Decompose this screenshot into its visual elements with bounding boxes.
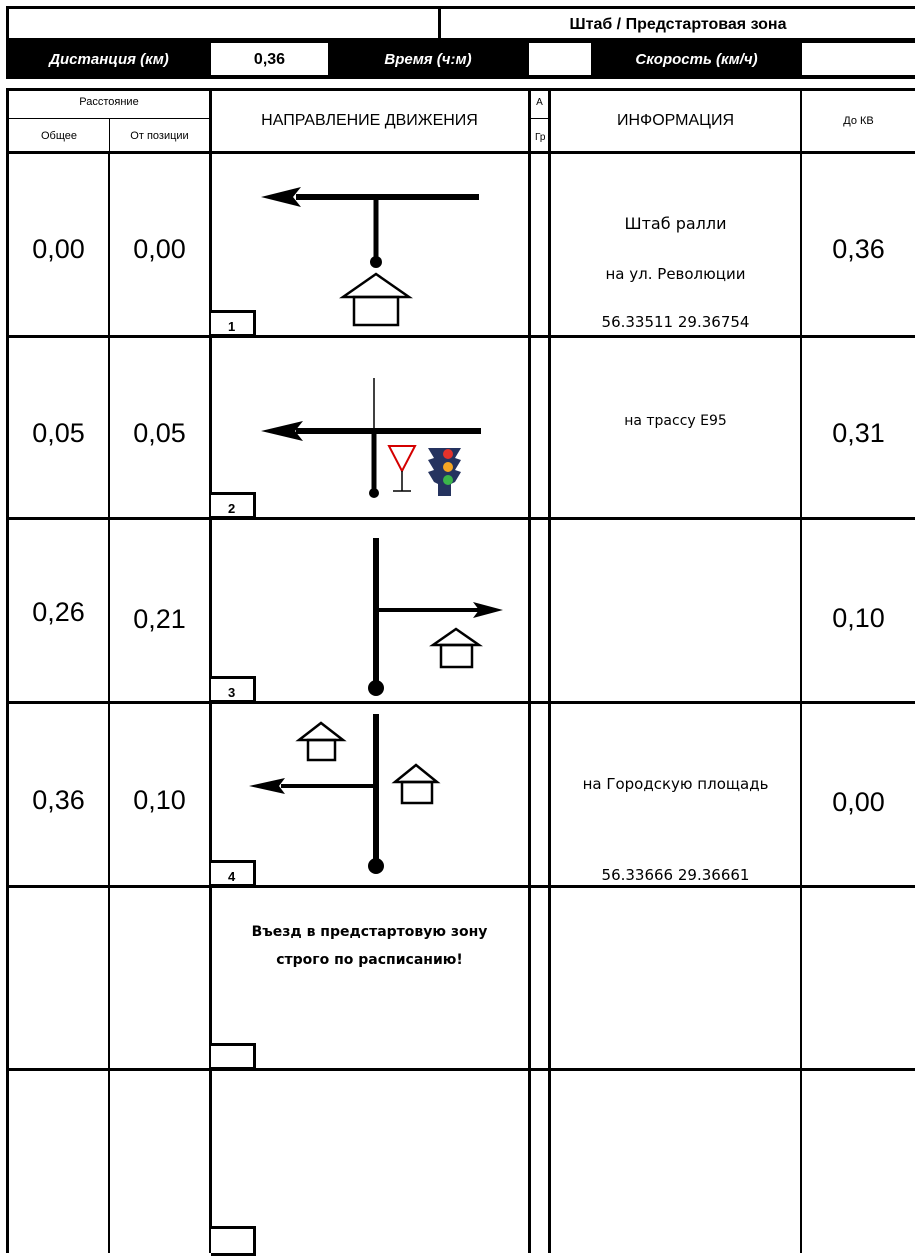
row1-to-kv: 0,36 bbox=[832, 234, 885, 264]
row5-number bbox=[211, 1043, 256, 1070]
row6-number bbox=[211, 1226, 256, 1256]
row2-info-line1: на трассу Е95 bbox=[624, 413, 727, 429]
total-column-header: Общее bbox=[40, 130, 78, 142]
col-divider-total bbox=[109, 118, 110, 154]
info-column-header: ИНФОРМАЦИЯ bbox=[616, 112, 735, 129]
traffic-light-icon bbox=[428, 448, 461, 496]
to-kv-column-header: До КВ bbox=[843, 115, 874, 127]
row4-number: 4 bbox=[211, 860, 256, 887]
frame-left bbox=[6, 88, 9, 1253]
speed-label: Скорость (км/ч) bbox=[635, 51, 758, 68]
row2-number: 2 bbox=[211, 492, 256, 519]
distance-label: Дистанция (км) bbox=[49, 51, 169, 68]
row1-from-position: 0,00 bbox=[133, 234, 186, 264]
row-border-2 bbox=[6, 517, 915, 520]
speed-value-box bbox=[802, 43, 915, 75]
distance-group-label: Расстояние bbox=[79, 96, 139, 108]
row-border-5 bbox=[6, 1068, 915, 1071]
row1-info-line3: 56.33511 29.36754 bbox=[601, 313, 750, 331]
gr-column-header: Гр bbox=[535, 132, 546, 143]
row3-number: 3 bbox=[211, 676, 256, 703]
col-divider-direction bbox=[209, 88, 212, 1253]
house-icon bbox=[429, 627, 483, 669]
frame-top bbox=[6, 6, 915, 9]
row4-to-kv: 0,00 bbox=[832, 787, 885, 817]
table-top-border bbox=[6, 88, 915, 91]
row1-total: 0,00 bbox=[32, 234, 85, 264]
row2-to-kv: 0,31 bbox=[832, 418, 885, 448]
page-title: Штаб / Предстартовая зона bbox=[569, 16, 787, 33]
row3-to-kv: 0,10 bbox=[832, 603, 885, 633]
title-divider bbox=[438, 6, 441, 38]
row1-route-diagram bbox=[261, 187, 479, 327]
row5-note-line2: строго по расписанию! bbox=[276, 952, 463, 968]
distance-value-box bbox=[211, 43, 328, 75]
row1-info-line2: на ул. Революции bbox=[605, 265, 746, 283]
row-border-4 bbox=[6, 885, 915, 888]
row2-total: 0,05 bbox=[32, 418, 85, 448]
row4-route-diagram bbox=[249, 714, 441, 874]
house-icon bbox=[391, 763, 441, 805]
row3-from-position: 0,21 bbox=[133, 604, 186, 634]
a-header-divider bbox=[531, 118, 548, 119]
distance-value: 0,36 bbox=[253, 51, 286, 68]
house-icon bbox=[339, 272, 413, 327]
from-position-column-header: От позиции bbox=[130, 130, 189, 142]
col-divider-kv bbox=[800, 88, 802, 1253]
row4-from-position: 0,10 bbox=[133, 785, 186, 815]
row1-info-line1: Штаб ралли bbox=[624, 214, 727, 233]
house-icon bbox=[295, 721, 347, 762]
frame-left-top bbox=[6, 6, 9, 38]
row5-note-line1: Въезд в предстартовую зону bbox=[251, 924, 488, 940]
row1-number: 1 bbox=[211, 310, 256, 337]
row2-from-position: 0,05 bbox=[133, 418, 186, 448]
a-column-header: А bbox=[536, 97, 543, 108]
row3-total: 0,26 bbox=[32, 597, 85, 627]
row-border-1 bbox=[6, 335, 915, 338]
row4-total: 0,36 bbox=[32, 785, 85, 815]
time-value-box bbox=[529, 43, 591, 75]
row4-info-line1: на Городскую площадь bbox=[582, 775, 769, 793]
direction-column-header: НАПРАВЛЕНИЕ ДВИЖЕНИЯ bbox=[261, 112, 478, 129]
col-divider-a-right bbox=[548, 88, 551, 1253]
row4-info-line2: 56.33666 29.36661 bbox=[601, 866, 750, 884]
row3-route-diagram bbox=[368, 538, 503, 696]
time-label: Время (ч:м) bbox=[384, 51, 472, 68]
col-divider-a-left bbox=[528, 88, 531, 1253]
summary-bar bbox=[6, 38, 915, 79]
header-bottom-border bbox=[6, 151, 915, 154]
yield-sign-icon bbox=[387, 445, 417, 492]
row2-route-diagram bbox=[261, 378, 481, 498]
row-border-3 bbox=[6, 701, 915, 704]
